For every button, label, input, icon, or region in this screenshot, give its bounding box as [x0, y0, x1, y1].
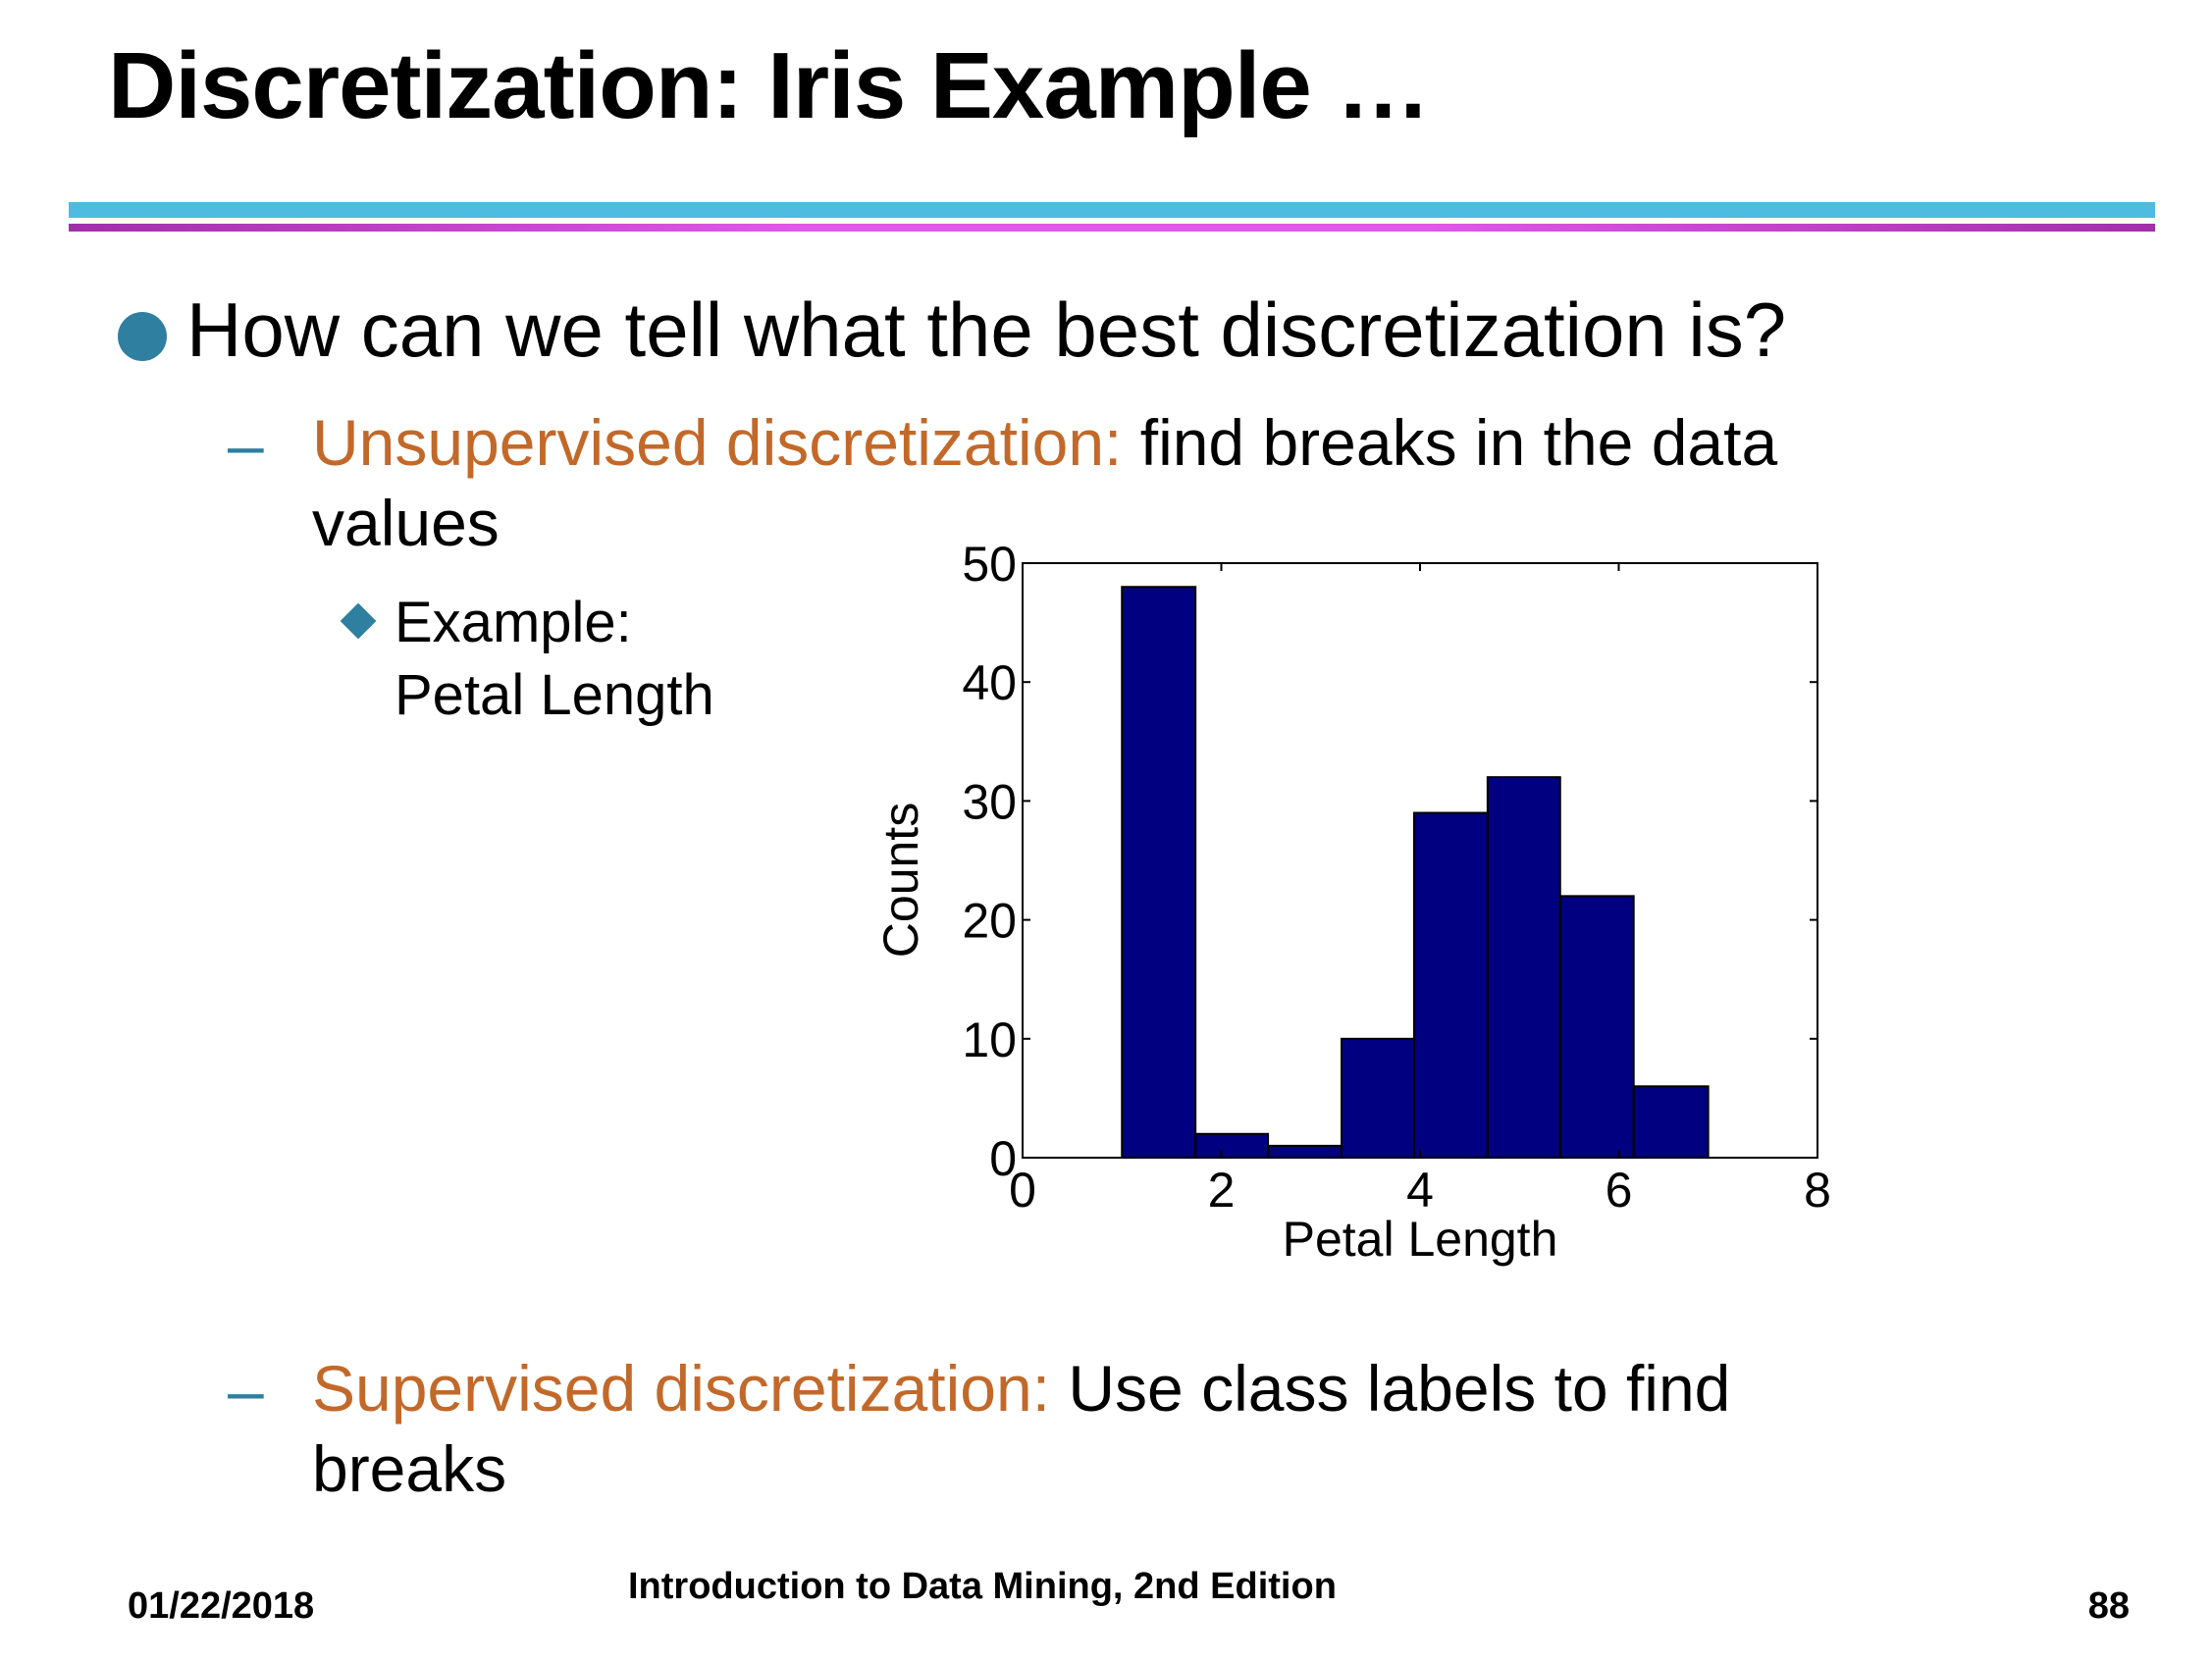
y-tick-label-3: 30 — [962, 774, 1017, 829]
y-axis-label: Counts — [873, 803, 928, 958]
title-rule-blue — [69, 202, 2155, 218]
histogram-bar-6 — [1486, 776, 1561, 1159]
footer-book-title: Introduction to Data Mining, 2nd Edition — [628, 1566, 1337, 1607]
example-label: Example: — [395, 591, 632, 654]
title-rule-magenta — [69, 224, 2155, 232]
axis-ticks — [1022, 562, 1818, 1159]
histogram-bar-8 — [1632, 1085, 1710, 1160]
example-feature: Petal Length — [395, 663, 714, 727]
x-tick-label-1: 2 — [1208, 1163, 1236, 1218]
y-tick-label-0: 0 — [989, 1131, 1017, 1186]
unsupervised-text: find breaks in the data — [1122, 406, 1778, 479]
histogram-bar-3 — [1267, 1144, 1343, 1160]
histogram-bars — [1121, 586, 1710, 1160]
histogram-bar-2 — [1194, 1132, 1270, 1160]
bullet-dot-icon — [118, 312, 167, 361]
slide-title: Discretization: Iris Example … — [108, 33, 1430, 138]
sub-bullet-supervised: Supervised discretization: Use class lab… — [312, 1348, 1730, 1509]
example-text: Example: Petal Length — [395, 587, 714, 732]
histogram-bar-5 — [1412, 811, 1489, 1160]
y-tick-label-2: 20 — [962, 894, 1017, 949]
supervised-term: Supervised discretization: — [312, 1352, 1051, 1425]
supervised-text: Use class labels to find — [1050, 1352, 1731, 1425]
sub-bullet-unsupervised: Unsupervised discretization: find breaks… — [312, 402, 1777, 563]
x-tick-label-2: 4 — [1406, 1163, 1434, 1218]
bullet-question: How can we tell what the best discretiza… — [186, 286, 1787, 373]
y-tick-label-5: 50 — [962, 537, 1017, 592]
dash-marker-1: – — [228, 408, 264, 481]
unsupervised-text-line2: values — [312, 487, 500, 559]
x-tick-label-4: 8 — [1804, 1163, 1831, 1218]
unsupervised-term: Unsupervised discretization: — [312, 406, 1123, 479]
y-tick-label-4: 40 — [962, 655, 1017, 710]
x-tick-label-0: 0 — [1009, 1163, 1036, 1218]
x-tick-label-3: 6 — [1606, 1163, 1633, 1218]
histogram-bar-7 — [1558, 895, 1635, 1159]
footer-page-number: 88 — [2087, 1585, 2130, 1627]
footer-date: 01/22/2018 — [128, 1585, 315, 1627]
x-axis-label: Petal Length — [1283, 1212, 1558, 1267]
axis-tick-labels: 0 2 4 6 8 0 10 20 30 40 50 — [962, 537, 1831, 1218]
histogram-bar-1 — [1121, 586, 1197, 1159]
y-tick-label-1: 10 — [962, 1012, 1017, 1067]
histogram-bar-4 — [1341, 1037, 1415, 1160]
supervised-text-line2: breaks — [312, 1432, 507, 1505]
dash-marker-2: – — [228, 1354, 264, 1427]
